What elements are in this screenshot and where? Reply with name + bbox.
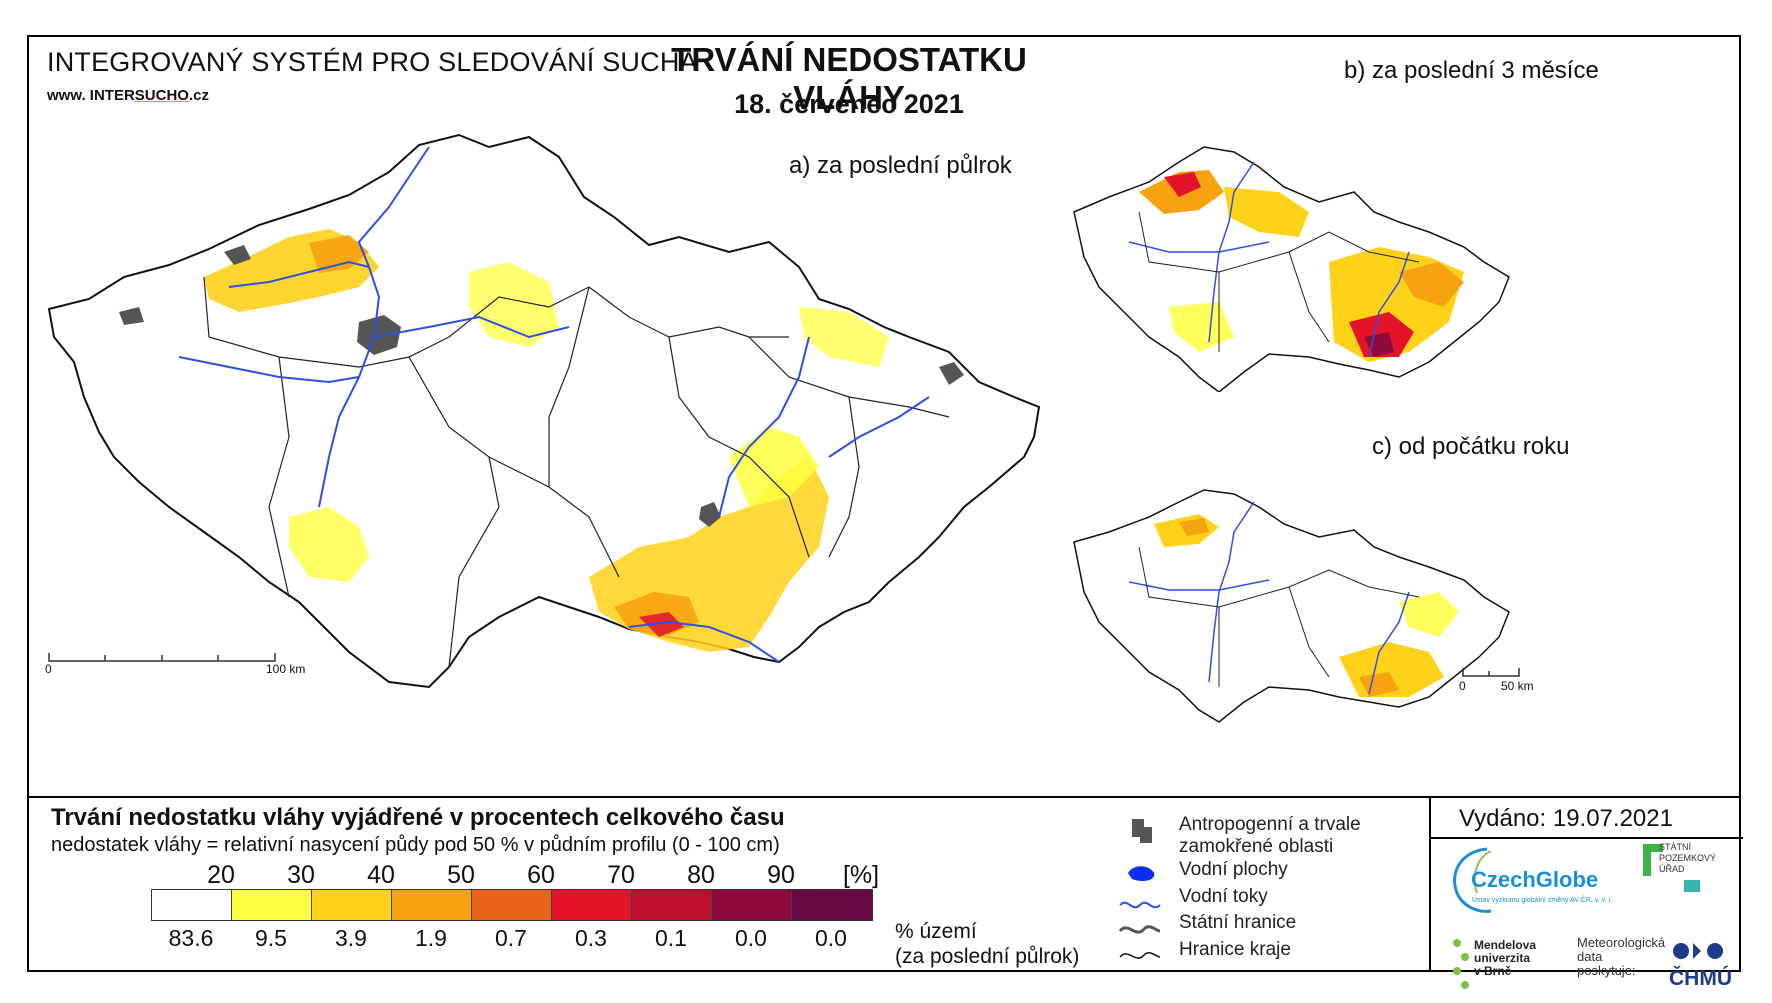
scale-main-end: 100 km — [266, 662, 306, 676]
color-cell — [232, 890, 312, 920]
meteo-text: Meteorologická data poskytuje: — [1577, 936, 1665, 978]
spu-line1: STÁTNÍ — [1659, 842, 1692, 852]
percent-value: 3.9 — [335, 925, 367, 951]
meteo-line3: poskytuje: — [1577, 963, 1636, 978]
threshold-label: 80 — [687, 861, 715, 889]
percent-value: 0.7 — [495, 925, 527, 951]
chmu-text: ČHMÚ — [1669, 967, 1732, 990]
color-cell — [392, 890, 472, 920]
mendel-text: Mendelova univerzita v Brně — [1474, 939, 1536, 978]
color-cell — [312, 890, 392, 920]
color-scale — [151, 889, 873, 921]
country-outline — [47, 133, 1041, 689]
chmu-logo-icon — [1673, 943, 1723, 959]
spu-logo-icon — [1643, 844, 1663, 876]
percent-value: 0.1 — [655, 925, 687, 951]
bottom-divider — [29, 796, 1739, 798]
web-suffix: .cz — [188, 87, 209, 104]
mendel-line2: univerzita — [1474, 951, 1531, 965]
river-icon — [1119, 901, 1161, 909]
legend-anthropogenic-line1: Antropogenní a trvale — [1179, 814, 1361, 835]
threshold-label: 40 — [367, 861, 395, 889]
meteo-line1: Meteorologická — [1577, 935, 1666, 950]
czechglobe-subtext: Ústav výzkumu globální změny AV ČR, v. v… — [1472, 897, 1613, 904]
color-cell — [632, 890, 712, 920]
water-body-icon — [1128, 866, 1155, 881]
state-border-icon — [1118, 925, 1161, 934]
percent-value: 83.6 — [168, 925, 214, 951]
legend-title: Trvání nedostatku vláhy vyjádřené v proc… — [51, 804, 785, 831]
map-frame: INTEGROVANÝ SYSTÉM PRO SLEDOVÁNÍ SUCHA w… — [27, 35, 1743, 990]
map-c-label: c) od počátku roku — [1372, 433, 1570, 460]
scale-bar-main — [48, 653, 276, 662]
spu-text: STÁTNÍ POZEMKOVÝ ÚŘAD — [1659, 842, 1716, 875]
mendel-line1: Mendelova — [1474, 938, 1537, 952]
map-c — [1073, 489, 1510, 723]
percent-value: 0.0 — [815, 925, 847, 951]
unit-label: [%] — [842, 861, 880, 889]
color-cell — [712, 890, 792, 920]
scale-main-zero: 0 — [45, 662, 52, 676]
percent-value: 9.5 — [255, 925, 287, 951]
map-symbol-icons — [1118, 819, 1161, 959]
meteo-line2: data — [1577, 949, 1603, 964]
map-a — [47, 133, 1041, 689]
scale-small-zero: 0 — [1459, 679, 1466, 693]
issued-date: Vydáno: 19.07.2021 — [1459, 805, 1673, 832]
system-name: INTEGROVANÝ SYSTÉM PRO SLEDOVÁNÍ SUCHA — [47, 47, 698, 77]
color-cell — [472, 890, 552, 920]
threshold-label: 50 — [447, 861, 475, 889]
legend-anthropogenic: Antropogenní a trvale zamokřené oblasti — [1179, 814, 1361, 858]
czechglobe-logo — [1453, 847, 1492, 913]
spu-line3: ÚŘAD — [1659, 864, 1685, 874]
region-border-icon — [1119, 952, 1161, 959]
spu-line2: POZEMKOVÝ — [1659, 853, 1717, 863]
scale-small-end: 50 km — [1501, 679, 1534, 693]
percent-value: 1.9 — [415, 925, 447, 951]
legend-region-border: Hranice kraje — [1179, 939, 1291, 960]
website-link[interactable]: www. INTERSUCHO.cz — [47, 87, 209, 104]
legend-anthropogenic-line2: zamokřené oblasti — [1179, 836, 1334, 857]
legend-water-bodies: Vodní plochy — [1179, 859, 1288, 880]
color-cell — [552, 890, 632, 920]
color-cell — [152, 890, 232, 920]
map-b-label: b) za poslední 3 měsíce — [1344, 57, 1599, 84]
percent-value: 0.3 — [575, 925, 607, 951]
threshold-label: 60 — [527, 861, 555, 889]
web-highlight: SUCHO — [134, 87, 189, 104]
color-cell — [792, 890, 872, 920]
page-title: TRVÁNÍ NEDOSTATKU VLÁHY — [671, 41, 1027, 116]
issued-divider — [1429, 837, 1743, 839]
percent-area-label: % území (za poslední půlrok) — [895, 919, 1079, 969]
threshold-label: 20 — [207, 861, 235, 889]
spu-accent-icon — [1684, 880, 1700, 892]
czechglobe-text: CzechGlobe — [1471, 867, 1599, 892]
map-b — [1073, 146, 1510, 392]
building-icon — [1132, 819, 1152, 843]
threshold-label: 70 — [607, 861, 635, 889]
percent-value: 0.0 — [735, 925, 767, 951]
mendel-logo-dots — [1453, 939, 1469, 989]
right-panel-divider — [1429, 796, 1431, 970]
threshold-label: 30 — [287, 861, 315, 889]
percent-label-line2: (za poslední půlrok) — [895, 945, 1080, 968]
scale-bar-small — [1462, 668, 1520, 677]
threshold-label: 90 — [767, 861, 795, 889]
legend-subtitle: nedostatek vláhy = relativní nasycení pů… — [51, 834, 780, 856]
web-prefix: www. INTER — [47, 87, 135, 104]
mendel-line3: v Brně — [1474, 964, 1512, 978]
map-a-label: a) za poslední půlrok — [789, 152, 1012, 179]
legend-rivers: Vodní toky — [1179, 886, 1268, 907]
map-date: 18. červenec 2021 — [734, 89, 964, 119]
legend-state-border: Státní hranice — [1179, 912, 1297, 933]
percent-label-line1: % území — [895, 920, 977, 943]
